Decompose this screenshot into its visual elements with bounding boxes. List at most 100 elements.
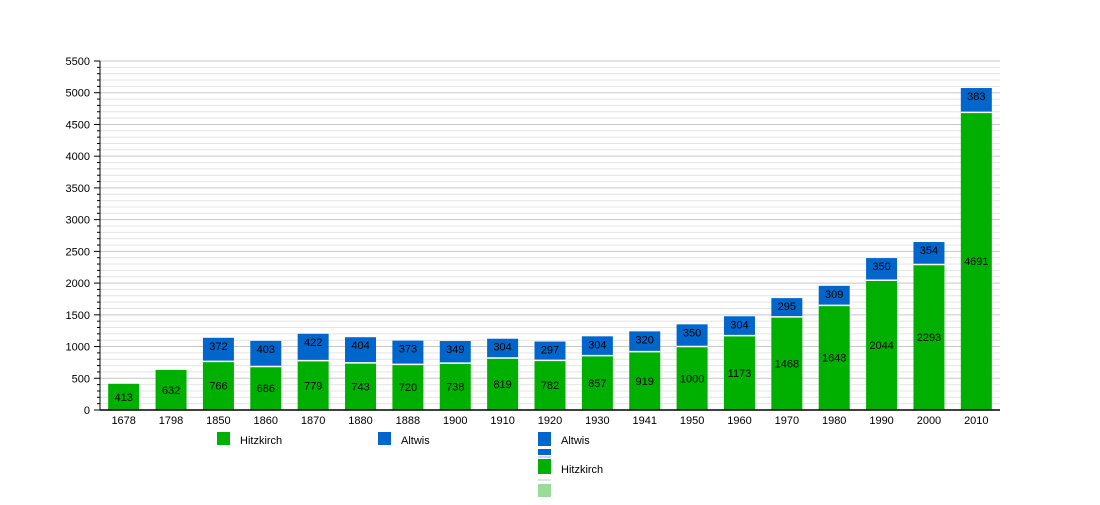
data-label: 373 [399, 344, 417, 356]
bar-altwis [723, 316, 755, 336]
legend-extra-divider [538, 479, 551, 481]
x-tick-label: 1900 [443, 415, 467, 427]
data-label: 782 [541, 380, 559, 392]
data-label: 422 [304, 337, 322, 349]
bar-altwis [250, 340, 282, 367]
legend-extra-swatch-hitzkirch [538, 459, 551, 474]
data-label: 743 [351, 381, 369, 393]
data-label: 295 [778, 301, 796, 313]
bar-altwis [534, 341, 566, 361]
y-tick-label: 3500 [66, 183, 90, 195]
bar-hitzkirch [534, 360, 566, 410]
bar-hitzkirch [439, 363, 471, 410]
data-label: 1468 [775, 358, 799, 370]
bar-altwis [345, 337, 377, 363]
bar-hitzkirch [723, 335, 755, 410]
bar-hitzkirch [392, 364, 424, 410]
bar-altwis [297, 333, 329, 361]
data-label: 309 [825, 289, 843, 301]
x-tick-label: 1888 [396, 415, 420, 427]
data-label: 320 [636, 334, 654, 346]
x-tick-label: 1970 [775, 415, 799, 427]
legend-extra-divider [538, 456, 551, 458]
bar-altwis [629, 331, 661, 352]
data-label: 372 [209, 341, 227, 353]
y-tick-label: 5000 [66, 88, 90, 100]
data-label: 413 [115, 392, 133, 404]
bar-altwis [202, 337, 234, 362]
data-label: 779 [304, 380, 322, 392]
bar-hitzkirch [676, 346, 708, 410]
legend-label: Hitzkirch [240, 435, 282, 447]
bar-altwis [487, 338, 519, 359]
data-label: 857 [588, 378, 606, 390]
data-label: 720 [399, 382, 417, 394]
data-label: 632 [162, 385, 180, 397]
legend-swatch-altwis [378, 432, 391, 445]
x-tick-label: 1678 [111, 415, 135, 427]
legend-swatch-hitzkirch [217, 432, 230, 445]
x-tick-label: 1880 [348, 415, 372, 427]
bar-altwis [676, 324, 708, 347]
bar-hitzkirch [155, 369, 187, 410]
x-tick-label: 1920 [538, 415, 562, 427]
data-label: 350 [872, 261, 890, 273]
data-label: 819 [493, 379, 511, 391]
x-tick-label: 1960 [727, 415, 751, 427]
bar-hitzkirch [297, 360, 329, 410]
legend-label: Altwis [401, 435, 430, 447]
bar-altwis [866, 258, 898, 281]
x-tick-label: 1941 [632, 415, 656, 427]
y-tick-label: 1500 [66, 310, 90, 322]
data-label: 403 [257, 344, 275, 356]
bar-hitzkirch [818, 305, 850, 410]
data-label: 1173 [728, 368, 752, 380]
legend-extra-swatch-altwis [538, 432, 551, 446]
x-tick-label: 1980 [822, 415, 846, 427]
y-tick-label: 4500 [66, 119, 90, 131]
data-label: 304 [730, 319, 748, 331]
data-label: 1000 [680, 373, 704, 385]
legend-extra-swatch-light [538, 484, 551, 497]
data-label: 766 [209, 381, 227, 393]
bar-hitzkirch [913, 264, 945, 410]
y-tick-label: 5500 [66, 56, 90, 68]
bar-hitzkirch [581, 355, 613, 410]
data-label: 304 [588, 339, 606, 351]
y-tick-label: 2500 [66, 246, 90, 258]
x-tick-label: 1990 [869, 415, 893, 427]
bar-hitzkirch [108, 383, 140, 410]
bar-hitzkirch [202, 361, 234, 410]
bar-altwis [581, 336, 613, 356]
bar-hitzkirch [487, 358, 519, 410]
x-tick-label: 1930 [585, 415, 609, 427]
data-label: 2044 [869, 340, 893, 352]
bar-hitzkirch [771, 316, 803, 410]
data-label: 1648 [822, 353, 846, 365]
x-tick-label: 2000 [917, 415, 941, 427]
y-tick-label: 4000 [66, 151, 90, 163]
data-label: 919 [636, 376, 654, 388]
legend-extra-label: Altwis [561, 435, 590, 447]
bar-altwis [960, 88, 992, 113]
x-tick-label: 2010 [964, 415, 988, 427]
data-label: 304 [493, 342, 511, 354]
data-label: 2293 [917, 332, 941, 344]
data-label: 383 [967, 91, 985, 103]
y-tick-label: 1000 [66, 342, 90, 354]
data-label: 297 [541, 345, 559, 357]
x-tick-label: 1870 [301, 415, 325, 427]
x-tick-label: 1910 [490, 415, 514, 427]
data-label: 738 [446, 382, 464, 394]
y-tick-label: 2000 [66, 278, 90, 290]
legend-extra-swatch [538, 449, 551, 455]
legend-extra-label: Hitzkirch [561, 464, 603, 476]
bar-hitzkirch [250, 366, 282, 410]
y-tick-label: 500 [72, 373, 90, 385]
data-label: 686 [257, 383, 275, 395]
bar-altwis [392, 340, 424, 365]
x-tick-label: 1950 [680, 415, 704, 427]
data-label: 350 [683, 327, 701, 339]
bar-altwis [913, 242, 945, 265]
data-label: 4691 [964, 256, 988, 268]
